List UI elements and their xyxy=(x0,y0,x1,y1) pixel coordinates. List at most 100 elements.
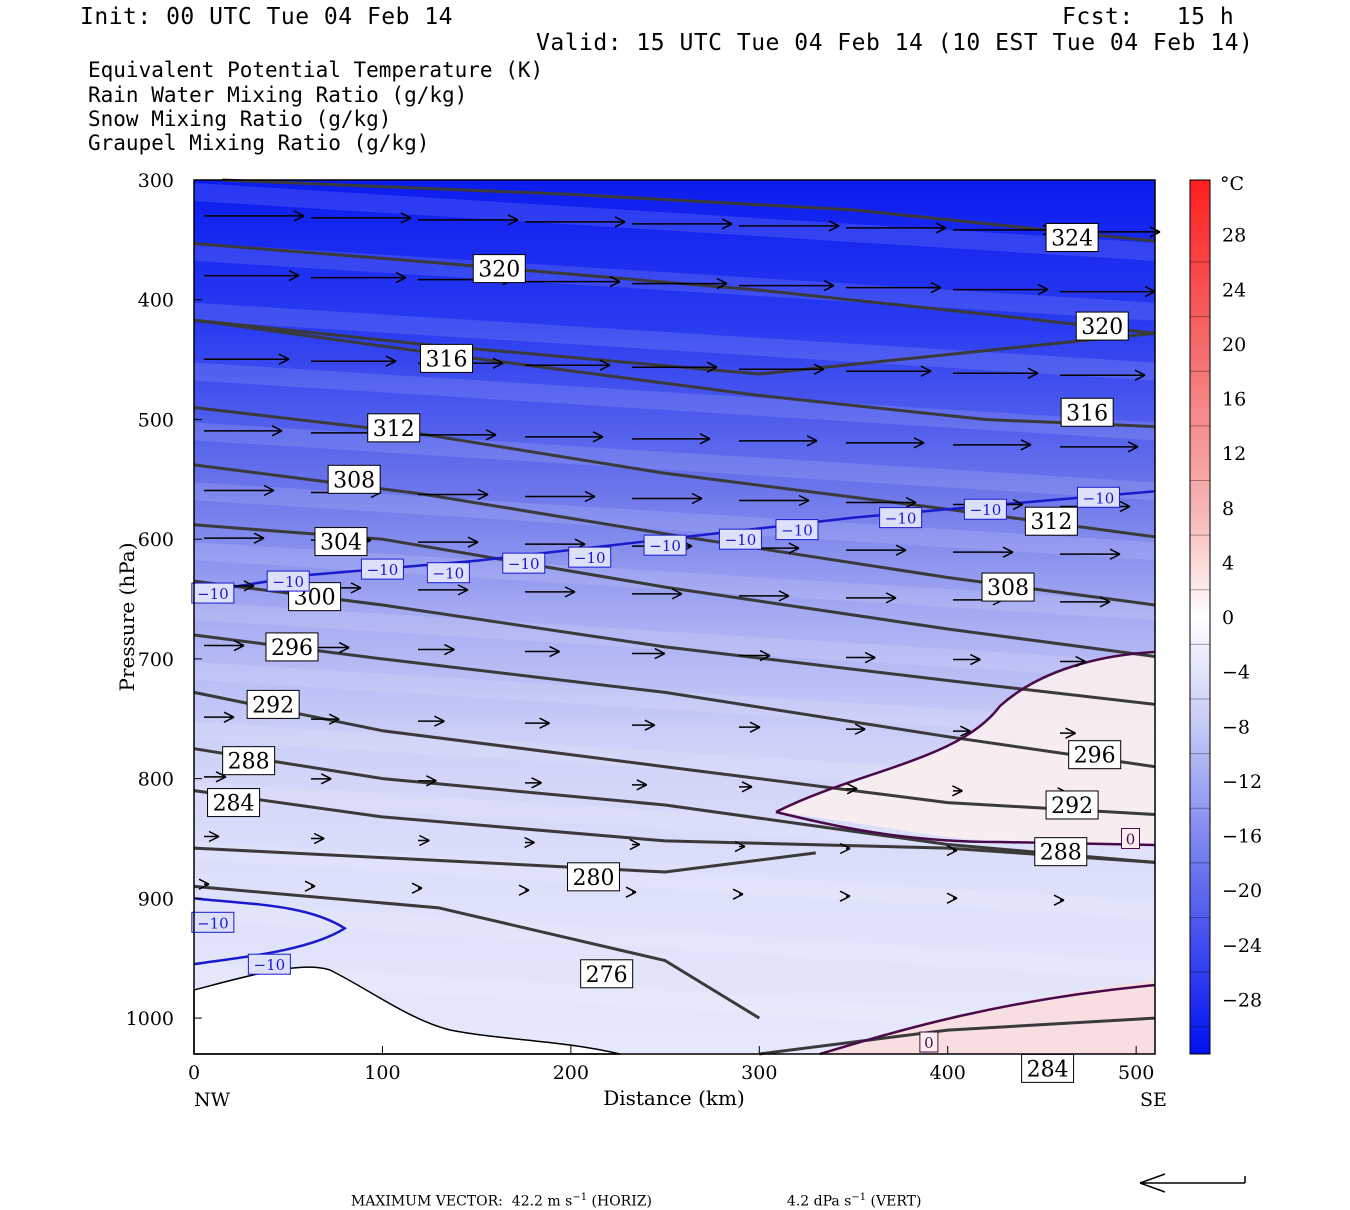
colorbar-unit: °C xyxy=(1220,173,1244,195)
wind-vector xyxy=(204,639,245,652)
isotherm-label: −10 xyxy=(781,522,813,540)
wind-vector xyxy=(1060,596,1111,608)
wind-vector xyxy=(418,214,519,226)
wind-vector xyxy=(418,429,497,441)
wind-vector xyxy=(739,494,810,507)
wind-vector xyxy=(839,890,851,902)
contour-label-box xyxy=(472,254,526,284)
isotherm-label-box xyxy=(963,498,1007,520)
theta-e-contour xyxy=(193,690,1156,816)
y-tick-label: 700 xyxy=(138,649,174,671)
contour-label-box xyxy=(1024,506,1078,536)
wind-vector xyxy=(204,425,283,437)
colorbar-label: 20 xyxy=(1222,334,1246,356)
isotherm-label-box xyxy=(775,519,819,541)
wind-vector xyxy=(525,645,560,658)
wind-vector xyxy=(739,220,840,232)
contour-label: 276 xyxy=(586,963,628,988)
contour-label-box xyxy=(314,527,368,557)
wind-vector xyxy=(739,363,825,375)
isotherm-zero-label: 0 xyxy=(1126,830,1136,848)
theta-e-contour xyxy=(193,406,1156,539)
temp-band xyxy=(193,422,1156,501)
temp-band xyxy=(193,302,1156,381)
x-axis-label: Distance (km) xyxy=(603,1086,745,1110)
wind-vector xyxy=(739,781,753,793)
y-tick-label: 600 xyxy=(138,529,174,551)
contour-label: 288 xyxy=(1040,841,1082,866)
wind-vector xyxy=(1060,285,1156,298)
theta-e-contour xyxy=(193,884,761,1020)
isotherm-label: −10 xyxy=(197,585,229,603)
contour-label: 312 xyxy=(373,417,415,442)
wind-vector xyxy=(952,785,963,797)
x-tick-label: 100 xyxy=(364,1062,400,1084)
wind-vector xyxy=(311,271,407,284)
wind-vector xyxy=(1060,655,1086,668)
isotherm-zero xyxy=(775,650,1156,847)
y-axis-label: Pressure (hPa) xyxy=(115,543,139,692)
wind-vector xyxy=(1060,441,1139,453)
wind-vector xyxy=(525,777,542,789)
colorbar xyxy=(1189,179,1211,1055)
isotherm-label-box xyxy=(718,528,762,550)
temp-band xyxy=(193,602,1156,680)
temp-band xyxy=(193,182,1156,261)
isotherm-label: −10 xyxy=(885,510,917,528)
legend-rain: Rain Water Mixing Ratio (g/kg) xyxy=(88,83,468,107)
wind-vector xyxy=(1060,727,1076,739)
wind-vector xyxy=(304,880,316,892)
isotherm-label: −10 xyxy=(272,573,304,591)
y-tick-label: 400 xyxy=(138,290,174,312)
isotherm-label: −10 xyxy=(254,956,286,974)
isotherm-minus10-low xyxy=(193,897,348,966)
wind-vector xyxy=(846,496,917,509)
contour-label-box xyxy=(566,862,620,892)
contour-label-box xyxy=(1034,837,1088,867)
temp-band xyxy=(193,362,1156,441)
contour-label: 296 xyxy=(271,636,313,661)
colorbar-label: 16 xyxy=(1222,389,1246,411)
contour-label-box xyxy=(327,464,381,494)
theta-e-contour xyxy=(222,178,1156,243)
colorbar-label: 8 xyxy=(1222,498,1234,520)
wind-vector xyxy=(525,431,604,443)
legend-theta-e: Equivalent Potential Temperature (K) xyxy=(88,58,544,82)
isotherm-label-box xyxy=(568,546,612,568)
wind-vector xyxy=(632,433,711,445)
isotherm-label-box xyxy=(502,552,546,574)
wind-vector xyxy=(204,771,227,783)
colorbar-label: 24 xyxy=(1222,279,1246,301)
wind-vector xyxy=(525,359,611,371)
x-tick-label: 300 xyxy=(741,1062,777,1084)
contour-label: 284 xyxy=(1027,1057,1069,1082)
colorbar-label: −8 xyxy=(1222,716,1250,738)
wind-vector xyxy=(311,212,412,224)
wind-vector xyxy=(525,216,626,228)
contour-label-box xyxy=(981,572,1035,602)
colorbar-label: −20 xyxy=(1222,880,1262,902)
contour-label: 316 xyxy=(425,347,467,372)
wind-vector xyxy=(632,218,733,230)
isotherm-label-box xyxy=(426,562,470,584)
reference-vector xyxy=(1139,1173,1246,1193)
wind-vector xyxy=(204,830,220,843)
colorbar-label: −28 xyxy=(1222,989,1262,1011)
wind-vector xyxy=(411,882,423,894)
contour-label-box xyxy=(367,413,421,443)
legend-graupel: Graupel Mixing Ratio (g/kg) xyxy=(88,131,430,155)
theta-e-contour xyxy=(193,747,1156,864)
x-tick-label: 400 xyxy=(930,1062,966,1084)
colorbar-label: 12 xyxy=(1222,443,1246,465)
contour-label-box xyxy=(1060,397,1114,427)
colorbar-label: 28 xyxy=(1222,225,1246,247)
wind-vector xyxy=(953,725,971,737)
wind-vector xyxy=(418,488,489,501)
wind-vector xyxy=(846,544,907,556)
wind-vector xyxy=(846,222,947,234)
contour-label: 320 xyxy=(1081,315,1123,340)
x-right-end-label: SE xyxy=(1140,1089,1167,1111)
contour-label-box xyxy=(265,632,319,662)
temp-band xyxy=(193,841,1156,920)
wind-vector xyxy=(953,367,1039,379)
